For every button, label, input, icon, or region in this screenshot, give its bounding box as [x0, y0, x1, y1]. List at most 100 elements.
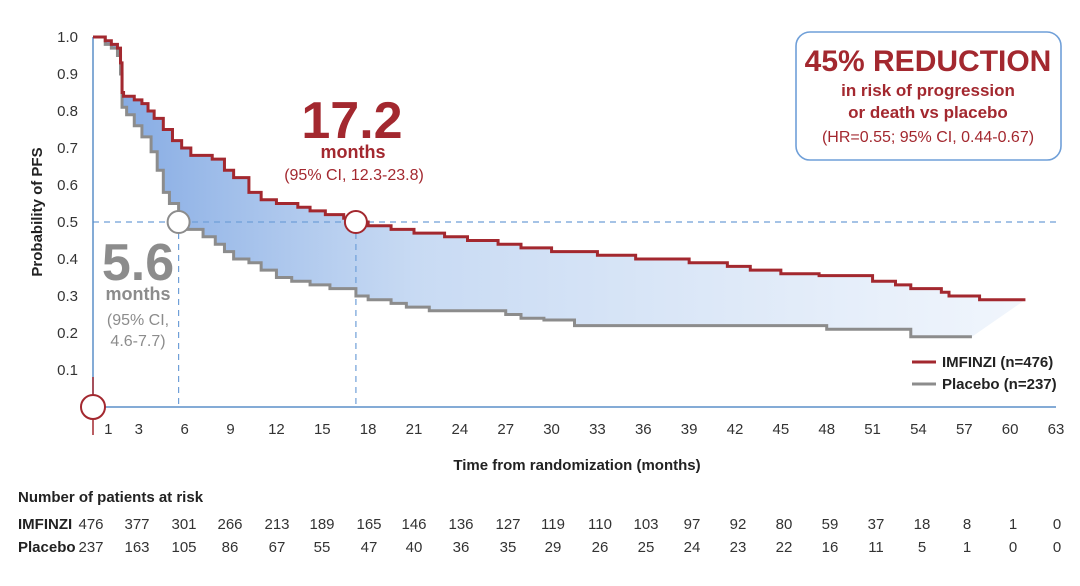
at-risk-value-imfinzi: 92 — [730, 516, 747, 533]
at-risk-value-placebo: 86 — [222, 539, 239, 556]
tick-labels: 0.10.20.30.40.50.60.70.80.91.01 3 6 9 12 15 18… — [57, 29, 1064, 438]
placebo-curve — [93, 35, 972, 339]
at-risk-value-placebo: 35 — [500, 539, 517, 556]
at-risk-label-imfinzi: IMFINZI — [18, 516, 72, 533]
x-tick-label: 21 — [406, 421, 423, 438]
at-risk-value-placebo: 0 — [1009, 539, 1017, 556]
at-risk-value-imfinzi: 301 — [171, 516, 196, 533]
x-tick-label: 39 — [681, 421, 698, 438]
at-risk-value-imfinzi: 110 — [588, 516, 612, 533]
at-risk-value-imfinzi: 0 — [1053, 516, 1061, 533]
at-risk-value-placebo: 67 — [269, 539, 286, 556]
at-risk-value-placebo: 55 — [314, 539, 331, 556]
survival-curves — [93, 35, 1026, 339]
x-tick-label: 3 — [135, 421, 143, 438]
at-risk-value-imfinzi: 1 — [1009, 516, 1017, 533]
x-tick-label: 63 — [1048, 421, 1065, 438]
legend: IMFINZI (n=476) Placebo (n=237) — [912, 354, 1057, 393]
at-risk-value-imfinzi: 119 — [541, 516, 565, 533]
callout-hr: (HR=0.55; 95% CI, 0.44-0.67) — [822, 129, 1034, 146]
at-risk-label-placebo: Placebo — [18, 539, 76, 556]
placebo-median-unit: months — [106, 284, 171, 304]
x-tick-label: 1 — [104, 421, 112, 438]
x-tick-label: 15 — [314, 421, 331, 438]
at-risk-value-imfinzi: 59 — [822, 516, 839, 533]
imfinzi-median-marker — [343, 210, 368, 234]
y-tick-label: 0.9 — [57, 66, 78, 83]
hazard-ratio-callout: 45% REDUCTION in risk of progression or … — [795, 31, 1062, 161]
y-tick-label: 0.3 — [57, 288, 78, 305]
at-risk-value-imfinzi: 103 — [633, 516, 658, 533]
y-axis-title: Probability of PFS — [29, 147, 46, 276]
at-risk-value-placebo: 237 — [78, 539, 103, 556]
y-tick-label: 0.8 — [57, 103, 78, 120]
callout-border — [795, 31, 1062, 161]
at-risk-value-placebo: 40 — [406, 539, 423, 556]
at-risk-value-placebo: 29 — [545, 539, 562, 556]
x-axis-title: Time from randomization (months) — [453, 457, 700, 474]
at-risk-value-imfinzi: 37 — [868, 516, 885, 533]
at-risk-value-placebo: 11 — [868, 539, 884, 556]
at-risk-value-imfinzi: 213 — [264, 516, 289, 533]
at-risk-value-placebo: 16 — [822, 539, 839, 556]
x-tick-label: 60 — [1002, 421, 1019, 438]
median-markers — [80, 210, 368, 435]
reference-lines — [93, 221, 1056, 407]
at-risk-value-placebo: 25 — [638, 539, 655, 556]
at-risk-value-imfinzi: 97 — [684, 516, 701, 533]
at-risk-value-placebo: 105 — [171, 539, 196, 556]
origin-marker — [80, 394, 106, 420]
x-tick-label: 51 — [864, 421, 881, 438]
placebo-median-ci-line2: 4.6-7.7) — [110, 333, 165, 350]
x-tick-label: 9 — [226, 421, 234, 438]
at-risk-value-imfinzi: 476 — [78, 516, 103, 533]
y-tick-label: 0.5 — [57, 214, 78, 231]
at-risk-value-placebo: 36 — [453, 539, 470, 556]
y-tick-label: 1.0 — [57, 29, 78, 46]
at-risk-value-imfinzi: 8 — [963, 516, 971, 533]
imfinzi-median-value: 17.2 — [301, 92, 402, 150]
at-risk-value-imfinzi: 377 — [124, 516, 149, 533]
x-tick-label: 42 — [727, 421, 744, 438]
x-tick-label: 6 — [181, 421, 189, 438]
x-tick-label: 27 — [497, 421, 514, 438]
x-tick-label: 33 — [589, 421, 606, 438]
difference-band-fill — [93, 37, 1026, 337]
y-tick-label: 0.6 — [57, 177, 78, 194]
x-tick-label: 30 — [543, 421, 560, 438]
at-risk-value-placebo: 24 — [684, 539, 701, 556]
at-risk-values: 476 377 301 266 213 189 165 146 136 127 119 110 103 9… — [78, 516, 1061, 556]
x-tick-label: 24 — [452, 421, 469, 438]
at-risk-value-imfinzi: 18 — [914, 516, 931, 533]
imfinzi-median-ci: (95% CI, 12.3-23.8) — [284, 167, 424, 184]
at-risk-value-imfinzi: 136 — [448, 516, 473, 533]
callout-line3: or death vs placebo — [848, 103, 1008, 122]
y-tick-label: 0.4 — [57, 251, 78, 268]
placebo-median-marker — [166, 210, 191, 234]
y-tick-label: 0.1 — [57, 362, 78, 379]
legend-label-placebo: Placebo (n=237) — [942, 376, 1057, 393]
at-risk-value-placebo: 26 — [592, 539, 609, 556]
placebo-median-ci-line1: (95% CI, — [107, 312, 169, 329]
at-risk-value-placebo: 23 — [730, 539, 747, 556]
at-risk-value-placebo: 22 — [776, 539, 793, 556]
x-tick-label: 48 — [818, 421, 835, 438]
y-tick-label: 0.7 — [57, 140, 78, 157]
legend-label-imfinzi: IMFINZI (n=476) — [942, 354, 1053, 371]
x-tick-label: 54 — [910, 421, 927, 438]
at-risk-value-placebo: 163 — [124, 539, 149, 556]
at-risk-value-imfinzi: 165 — [356, 516, 381, 533]
callout-headline: 45% REDUCTION — [805, 45, 1052, 78]
placebo-median-value: 5.6 — [102, 234, 174, 292]
callout-line2: in risk of progression — [841, 81, 1015, 100]
at-risk-value-imfinzi: 189 — [309, 516, 334, 533]
x-tick-label: 36 — [635, 421, 652, 438]
at-risk-value-placebo: 0 — [1053, 539, 1061, 556]
y-tick-label: 0.2 — [57, 325, 78, 342]
x-tick-label: 57 — [956, 421, 973, 438]
at-risk-value-imfinzi: 127 — [495, 516, 520, 533]
imfinzi-curve — [93, 35, 1026, 302]
x-tick-label: 12 — [268, 421, 285, 438]
at-risk-value-imfinzi: 266 — [217, 516, 242, 533]
